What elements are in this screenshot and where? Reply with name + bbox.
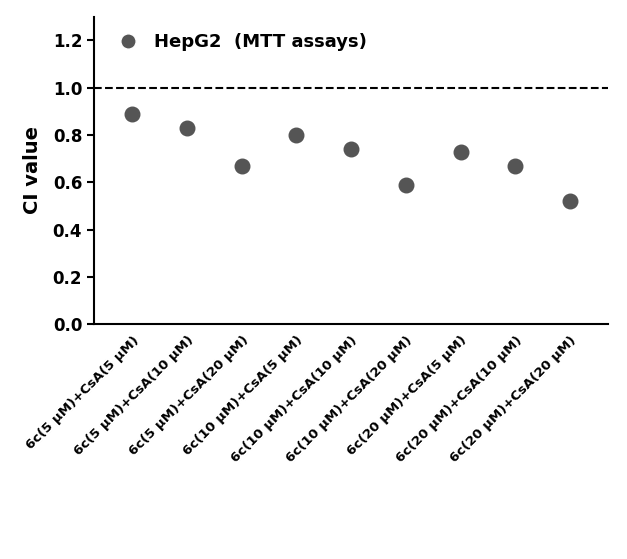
Point: [292, 131, 302, 140]
Legend: HepG2  (MTT assays): HepG2 (MTT assays): [103, 26, 374, 58]
Point: [455, 147, 465, 156]
Point: [127, 109, 137, 118]
Point: [346, 145, 356, 154]
Point: [237, 162, 247, 170]
Point: [182, 124, 192, 132]
Point: [510, 162, 520, 170]
Point: [401, 180, 411, 189]
Y-axis label: CI value: CI value: [23, 126, 41, 215]
Point: [565, 197, 575, 206]
